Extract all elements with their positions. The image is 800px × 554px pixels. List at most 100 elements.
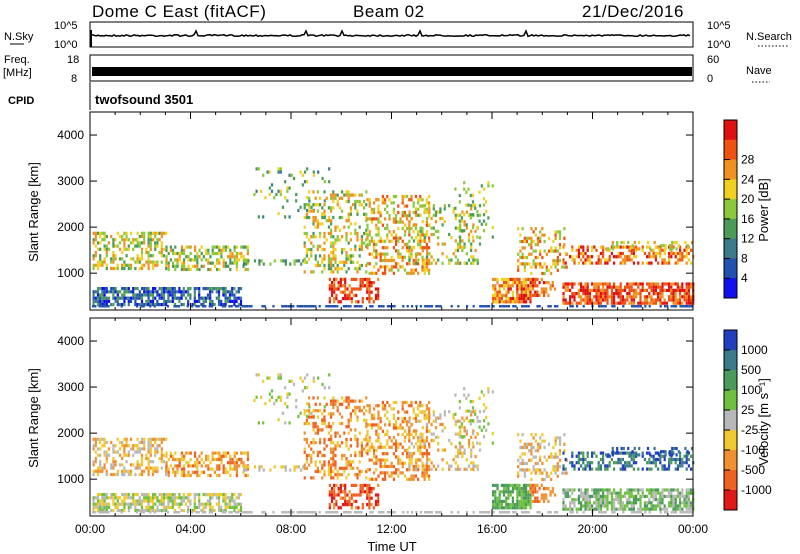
range-gate-cell (630, 288, 633, 292)
range-gate-cell (156, 496, 159, 500)
range-gate-cell (432, 464, 435, 468)
range-gate-cell (103, 496, 106, 500)
range-gate-cell (136, 463, 139, 467)
range-gate-cell (123, 247, 126, 251)
range-gate-cell (599, 245, 602, 249)
range-gate-cell (606, 494, 609, 498)
range-gate-cell (657, 504, 660, 508)
range-gate-cell (676, 251, 679, 256)
range-gate-cell (94, 263, 97, 267)
range-gate-cell (556, 230, 559, 234)
range-gate-cell (370, 423, 373, 427)
range-gate-cell (549, 284, 552, 288)
range-gate-cell (392, 400, 395, 405)
range-gate-cell (632, 245, 635, 249)
range-gate-cell (368, 284, 371, 288)
range-gate-cell (479, 305, 482, 308)
range-gate-cell (491, 235, 494, 239)
range-gate-cell (123, 496, 126, 500)
range-gate-cell (347, 267, 350, 271)
range-gate-cell (224, 245, 227, 249)
range-gate-cell (246, 473, 249, 478)
range-gate-cell (679, 464, 682, 468)
range-gate-cell (377, 423, 380, 427)
range-gate-cell (467, 258, 471, 262)
range-gate-cell (99, 260, 102, 264)
range-gate-cell (593, 451, 596, 455)
range-gate-cell (554, 465, 557, 469)
range-gate-cell (363, 447, 366, 451)
range-gate-cell (522, 287, 525, 291)
range-gate-cell (461, 210, 464, 214)
range-gate-cell (654, 258, 657, 262)
range-gate-cell (325, 238, 328, 242)
range-gate-cell (467, 236, 471, 240)
range-gate-cell (286, 199, 289, 203)
range-gate-cell (151, 303, 155, 307)
range-gate-cell (465, 210, 468, 214)
range-gate-cell (370, 496, 373, 500)
range-gate-cell (586, 464, 589, 468)
range-gate-cell (452, 207, 455, 211)
range-gate-cell (540, 493, 543, 497)
range-gate-cell (467, 203, 470, 207)
cpid-label: CPID (8, 95, 34, 107)
range-gate-cell (628, 292, 631, 296)
range-gate-cell (619, 491, 622, 495)
range-gate-cell (406, 448, 409, 452)
range-gate-cell (439, 210, 442, 214)
range-gate-cell (228, 299, 232, 303)
range-gate-cell (349, 238, 352, 242)
range-gate-cell (127, 444, 130, 448)
range-gate-cell (586, 298, 589, 302)
range-gate-cell (397, 239, 400, 243)
range-gate-cell (430, 226, 433, 230)
range-gate-cell (430, 461, 433, 465)
range-gate-cell (624, 507, 627, 511)
range-gate-cell (641, 451, 644, 455)
range-gate-cell (519, 249, 522, 253)
range-gate-cell (392, 407, 395, 411)
range-gate-cell (279, 395, 282, 399)
range-gate-cell (408, 213, 411, 217)
range-gate-cell (312, 376, 315, 380)
range-gate-cell (103, 440, 106, 445)
range-gate-cell (338, 412, 341, 416)
range-gate-cell (167, 261, 170, 265)
range-gate-cell (613, 461, 616, 465)
range-gate-cell (345, 235, 348, 239)
range-gate-cell (345, 254, 348, 258)
range-gate-cell (96, 296, 100, 300)
range-gate-cell (330, 437, 333, 442)
range-gate-cell (176, 464, 179, 468)
range-gate-cell (547, 268, 551, 272)
range-gate-cell (314, 219, 317, 223)
range-gate-cell (597, 498, 600, 502)
range-gate-cell (476, 209, 479, 214)
range-gate-cell (370, 210, 373, 215)
range-gate-cell (178, 258, 181, 262)
range-gate-cell (305, 231, 308, 236)
range-gate-cell (635, 451, 638, 455)
range-gate-cell (670, 255, 673, 259)
range-gate-cell (255, 167, 258, 171)
range-gate-cell (375, 432, 378, 437)
range-gate-cell (94, 502, 97, 506)
range-gate-cell (419, 442, 422, 446)
range-gate-cell (373, 413, 376, 417)
range-gate-cell (336, 238, 339, 242)
range-gate-cell (677, 450, 680, 454)
range-gate-cell (233, 461, 236, 465)
range-gate-cell (165, 467, 168, 471)
range-gate-cell (94, 250, 97, 255)
range-gate-cell (187, 255, 190, 259)
range-gate-cell (679, 251, 682, 256)
range-gate-cell (235, 470, 238, 474)
range-gate-cell (103, 502, 106, 506)
range-gate-cell (358, 473, 361, 477)
range-gate-cell (406, 477, 409, 481)
range-gate-cell (690, 491, 693, 495)
range-gate-cell (381, 198, 384, 202)
range-gate-cell (349, 463, 352, 467)
range-gate-cell (110, 257, 113, 261)
